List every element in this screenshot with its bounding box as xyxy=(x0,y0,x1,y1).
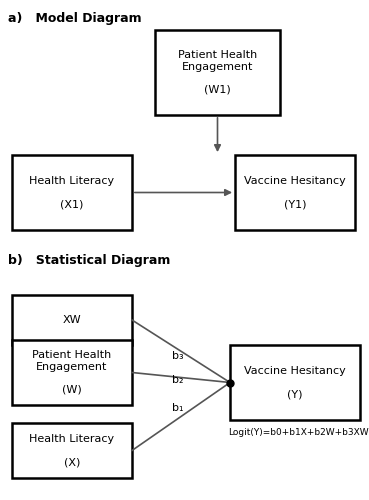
Text: b₂: b₂ xyxy=(172,375,183,385)
Text: a)   Model Diagram: a) Model Diagram xyxy=(8,12,142,25)
Text: Health Literacy

(X1): Health Literacy (X1) xyxy=(30,176,114,209)
Bar xyxy=(12,340,132,405)
Text: Patient Health
Engagement

(W): Patient Health Engagement (W) xyxy=(32,350,112,395)
Bar xyxy=(235,155,355,230)
Text: Vaccine Hesitancy

(Y): Vaccine Hesitancy (Y) xyxy=(244,366,346,399)
Bar xyxy=(12,295,132,345)
Text: b₃: b₃ xyxy=(172,351,184,361)
Text: Vaccine Hesitancy

(Y1): Vaccine Hesitancy (Y1) xyxy=(244,176,346,209)
Text: b)   Statistical Diagram: b) Statistical Diagram xyxy=(8,254,170,267)
Bar xyxy=(155,30,280,115)
Bar xyxy=(12,155,132,230)
Text: XW: XW xyxy=(63,315,81,325)
Text: Health Literacy

(X): Health Literacy (X) xyxy=(30,434,114,467)
Text: Patient Health
Engagement

(W1): Patient Health Engagement (W1) xyxy=(178,50,257,95)
Bar xyxy=(230,345,360,420)
Bar xyxy=(12,423,132,478)
Text: b₁: b₁ xyxy=(172,403,183,413)
Text: Logit(Y)=b0+b1X+b2W+b3XW: Logit(Y)=b0+b1X+b2W+b3XW xyxy=(228,428,369,437)
